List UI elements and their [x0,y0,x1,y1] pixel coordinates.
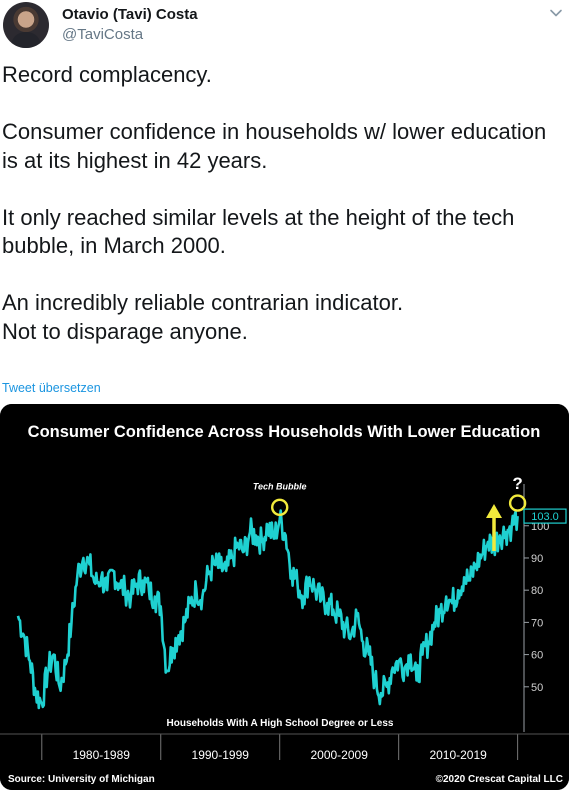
y-tick-label: 100 [531,521,549,533]
user-handle[interactable]: @TaviCosta [62,26,144,43]
tweet-paragraph: It only reached similar levels at the he… [2,204,515,259]
x-tick-label: 1980-1989 [73,748,131,762]
chart-svg: Consumer Confidence Across Households Wi… [0,404,569,790]
chevron-down-icon[interactable] [549,6,563,20]
y-tick-label: 70 [531,617,543,629]
last-value-label: 103.0 [531,511,559,523]
chart-title: Consumer Confidence Across Households Wi… [28,423,541,441]
display-name[interactable]: Otavio (Tavi) Costa [62,6,198,23]
tweet-paragraph: Record complacency. [2,62,212,87]
series-label: Households With A High School Degree or … [167,718,394,729]
credit-label: ©2020 Crescat Capital LLC [436,774,563,785]
x-tick-label: 1990-1999 [192,748,250,762]
source-label: Source: University of Michigan [8,774,155,785]
tweet-paragraph: Consumer confidence in households w/ low… [2,119,547,173]
up-arrow-head [486,504,502,518]
last-value-box [523,508,567,524]
series-line [16,509,519,710]
y-tick-label: 60 [531,650,543,662]
question-mark-label: ? [512,474,522,493]
current-level-circle [508,494,527,512]
x-tick-label: 2010-2019 [429,748,487,762]
x-tick-label: 2000-2009 [310,748,368,762]
avatar[interactable] [3,2,49,48]
tweet-paragraph: An incredibly reliable contrarian indica… [2,290,404,344]
y-tick-label: 50 [531,682,543,694]
chart-image[interactable]: Consumer Confidence Across Households Wi… [0,404,569,790]
tweet-text: Record complacency. Consumer confidence … [2,61,562,346]
y-tick-label: 80 [531,585,543,597]
translate-tweet-link[interactable]: Tweet übersetzen [2,381,101,395]
y-tick-label: 90 [531,553,543,565]
tech-bubble-circle [271,498,289,517]
chart-background [0,404,569,790]
tech-bubble-label: Tech Bubble [253,481,307,491]
